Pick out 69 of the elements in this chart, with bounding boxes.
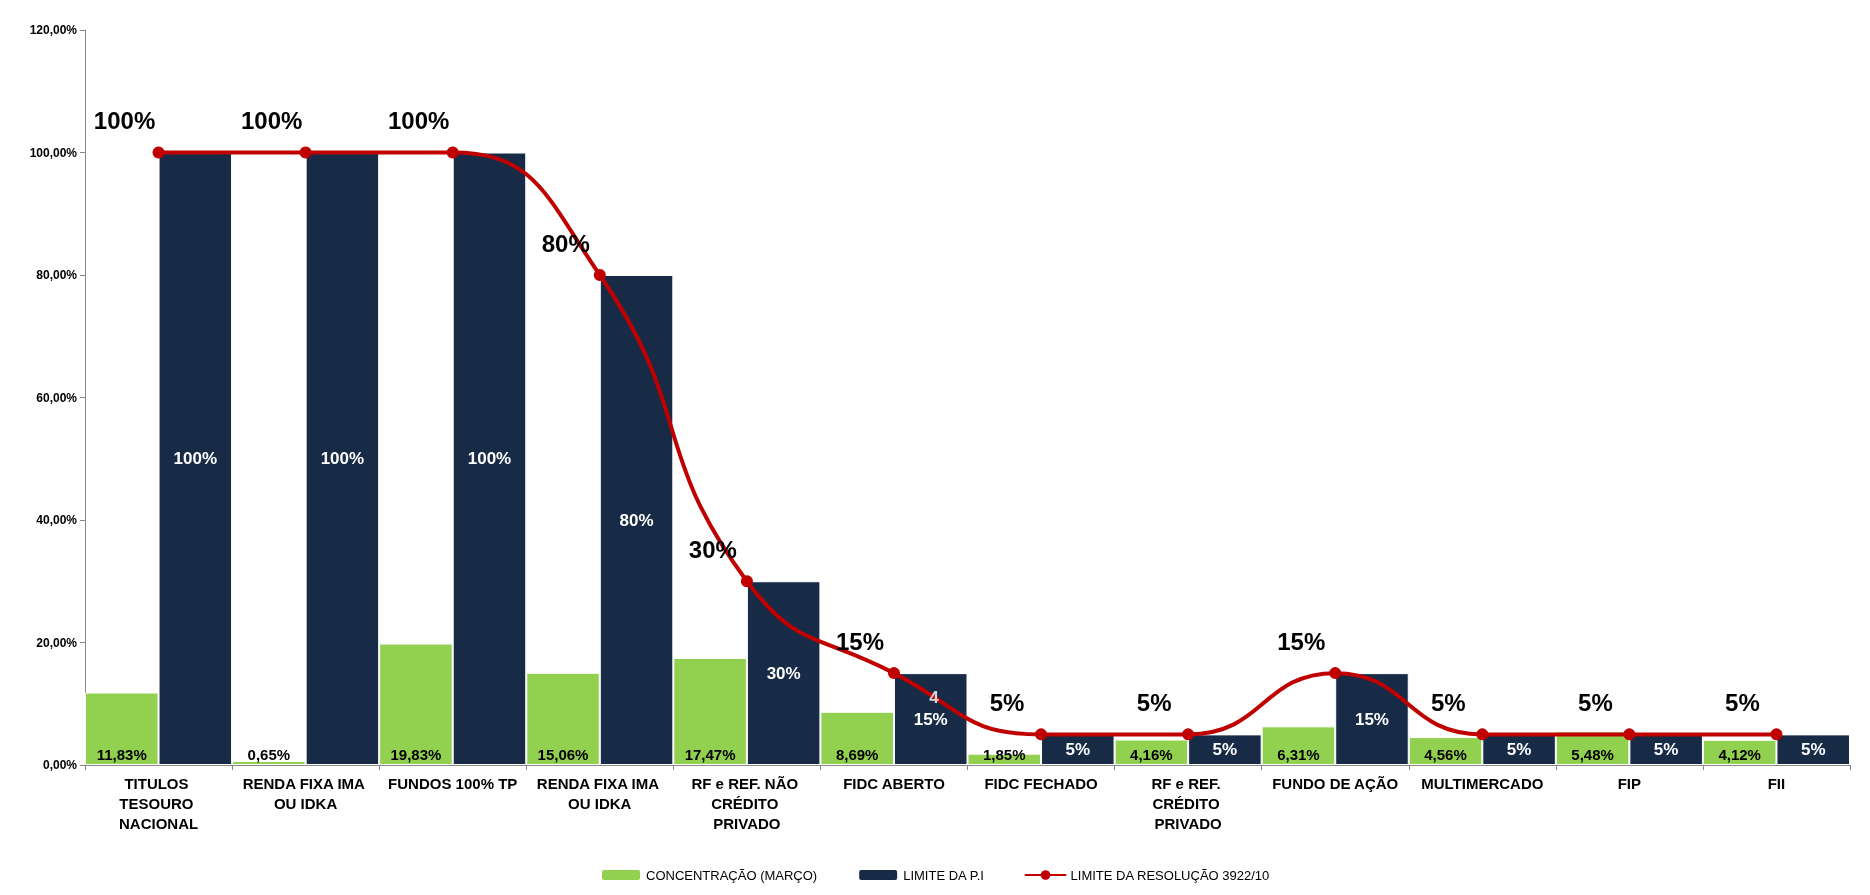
legend-label: LIMITE DA RESOLUÇÃO 3922/10 — [1070, 867, 1270, 883]
data-label: 5% — [1800, 740, 1826, 760]
x-tick-label: RF e REF. NÃO CRÉDITO PRIVADO — [691, 774, 803, 832]
data-label: 6,31% — [1277, 746, 1320, 763]
data-label: 19,83% — [390, 746, 442, 763]
legend-label: LIMITE DA P.I — [903, 867, 984, 883]
data-label: 100% — [320, 449, 365, 469]
data-label: 0,65% — [247, 746, 291, 763]
point — [1329, 667, 1342, 680]
data-label: 5% — [1065, 740, 1091, 760]
x-tick-label: FUNDOS 100% TP — [388, 774, 518, 792]
data-label: 5% — [1725, 688, 1760, 716]
data-label: 5% — [1136, 688, 1172, 716]
x-tick-label: RENDA FIXA IMA OU IDKA — [242, 774, 369, 812]
x-tick-label: FIDC ABERTO — [843, 774, 946, 792]
data-label: 4,12% — [1718, 746, 1761, 763]
x-tick-label: FUNDO DE AÇÃO — [1272, 774, 1399, 792]
y-tick-label: 60,00% — [36, 390, 78, 405]
y-tick-label: 100,00% — [29, 145, 78, 160]
data-label: 15% — [913, 709, 948, 729]
x-tick-label: TITULOS TESOURO NACIONAL — [118, 774, 199, 832]
annotation: 4 — [929, 688, 940, 708]
data-label: 100% — [388, 107, 450, 134]
data-label: 100% — [467, 449, 512, 469]
data-label: 4,56% — [1424, 746, 1467, 763]
y-tick-label: 20,00% — [36, 635, 78, 650]
data-label: 11,83% — [96, 746, 147, 763]
x-tick-label: MULTIMERCADO — [1421, 774, 1544, 792]
data-label: 5% — [989, 688, 1025, 716]
point — [740, 575, 753, 588]
y-tick-label: 120,00% — [29, 23, 78, 37]
x-tick-label: RF e REF. CRÉDITO PRIVADO — [1151, 774, 1225, 832]
data-label: 5,48% — [1571, 746, 1614, 763]
y-tick-label: 80,00% — [36, 268, 78, 282]
x-tick-label: FIDC FECHADO — [984, 774, 1099, 792]
point — [299, 146, 312, 159]
data-label: 80% — [619, 510, 654, 530]
data-label: 5% — [1653, 740, 1679, 760]
data-label: 5% — [1430, 688, 1466, 716]
data-label: 17,47% — [684, 746, 736, 763]
data-label: 15% — [1277, 627, 1326, 655]
data-label: 100% — [173, 449, 218, 469]
data-label: 8,69% — [835, 746, 879, 763]
x-tick-label: FII — [1767, 774, 1786, 792]
data-label: 1,85% — [983, 746, 1026, 763]
point — [1182, 728, 1195, 741]
point — [446, 146, 459, 159]
data-label: 100% — [240, 107, 303, 134]
point — [887, 667, 900, 680]
data-label: 15% — [835, 627, 884, 655]
point — [1035, 728, 1048, 741]
data-label: 30% — [766, 663, 801, 683]
point — [1476, 728, 1489, 741]
y-tick-label: 40,00% — [36, 513, 78, 527]
x-tick-label: FIP — [1617, 774, 1642, 792]
data-label: 15% — [1354, 709, 1389, 729]
point — [593, 269, 606, 281]
legend-label: CONCENTRAÇÃO (MARÇO) — [646, 867, 818, 883]
data-label: 5% — [1578, 688, 1613, 716]
data-label: 15,06% — [537, 746, 589, 763]
x-tick-label: RENDA FIXA IMA OU IDKA — [536, 774, 663, 812]
y-tick-label: 0,00% — [42, 758, 78, 772]
point — [1770, 728, 1783, 741]
data-label: 100% — [93, 107, 156, 134]
data-label: 5% — [1212, 740, 1238, 760]
point — [152, 146, 165, 159]
data-label: 5% — [1506, 740, 1532, 760]
data-label: 4,16% — [1130, 746, 1173, 763]
point — [1623, 728, 1636, 741]
